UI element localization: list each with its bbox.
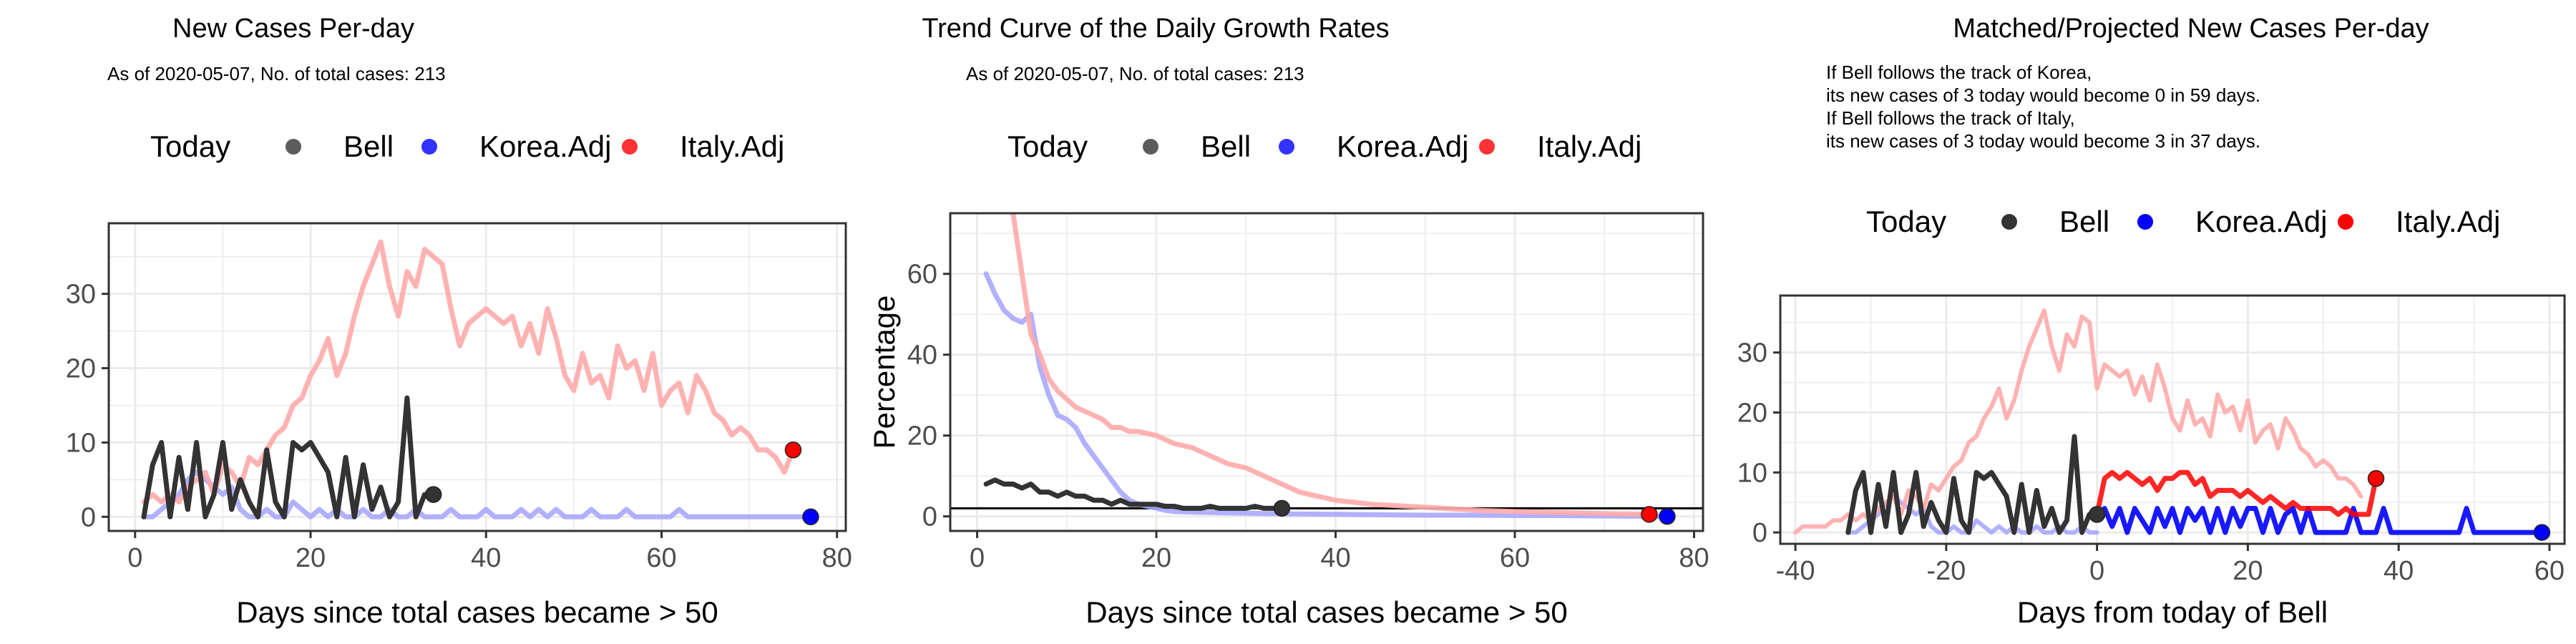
legend-label-korea-adj: Korea.Adj bbox=[1337, 130, 1468, 163]
legend-key-italy-adj bbox=[2338, 214, 2353, 230]
x-tick-label: -40 bbox=[1776, 556, 1815, 586]
chart-title: Trend Curve of the Daily Growth Rates bbox=[922, 14, 1389, 44]
legend-title: Today bbox=[150, 130, 230, 163]
x-tick-label: 0 bbox=[127, 543, 142, 573]
series-line-korea-adj bbox=[983, 271, 1670, 519]
today-point-bell bbox=[2088, 506, 2106, 523]
x-tick-label: 0 bbox=[970, 543, 985, 573]
legend-key-korea-adj bbox=[421, 139, 437, 155]
legend-label-bell: Bell bbox=[1201, 130, 1251, 163]
y-tick-label: 20 bbox=[66, 354, 96, 384]
x-tick-label: 80 bbox=[822, 543, 852, 573]
y-tick-label: 20 bbox=[1737, 398, 1767, 428]
legend: Today Bell Korea.Adj Italy.Adj bbox=[1866, 205, 2500, 238]
x-tick-label: 20 bbox=[2233, 556, 2263, 586]
plot-panel bbox=[950, 213, 1703, 531]
y-axis-label: Percentage bbox=[867, 296, 901, 449]
y-tick-label: 30 bbox=[66, 280, 96, 310]
x-tick-label: 80 bbox=[1679, 543, 1709, 573]
legend-key-bell bbox=[286, 139, 301, 155]
legend-label-italy-adj: Italy.Adj bbox=[1537, 130, 1641, 163]
y-tick-label: 0 bbox=[1752, 518, 1767, 548]
series-line-bell bbox=[1845, 434, 2100, 535]
panel-border bbox=[107, 222, 847, 532]
y-tick-label: 10 bbox=[66, 428, 96, 458]
series-line-bell bbox=[983, 477, 1284, 511]
x-tick-label: 0 bbox=[2089, 556, 2104, 586]
series-line-bell bbox=[141, 395, 436, 519]
x-tick-label: 40 bbox=[2384, 556, 2414, 586]
legend-label-korea-adj: Korea.Adj bbox=[2195, 205, 2327, 238]
chart-subtitle: its new cases of 3 today would become 0 … bbox=[1826, 84, 2260, 106]
y-tick-label: 0 bbox=[81, 502, 96, 532]
legend-label-korea-adj: Korea.Adj bbox=[479, 130, 611, 163]
chart-title: Matched/Projected New Cases Per-day bbox=[1953, 14, 2429, 44]
series-line-italy-adj bbox=[1010, 213, 1652, 517]
series-line-italy-adj bbox=[141, 239, 796, 504]
legend-title: Today bbox=[1008, 130, 1088, 163]
series-line-italy-adj bbox=[2094, 469, 2379, 517]
x-tick-label: 60 bbox=[1500, 543, 1530, 573]
panel-border bbox=[1779, 294, 2566, 545]
today-point-korea-adj bbox=[2533, 524, 2551, 541]
x-axis-label: Days since total cases became > 50 bbox=[1085, 595, 1568, 629]
series-line-korea-adj bbox=[141, 469, 814, 519]
chart-subtitle: As of 2020-05-07, No. of total cases: 21… bbox=[107, 63, 446, 84]
legend: Today Bell Korea.Adj Italy.Adj bbox=[150, 130, 784, 163]
today-point-italy-adj bbox=[1641, 506, 1658, 523]
legend-key-korea-adj bbox=[2137, 214, 2153, 230]
x-axis-label: Days from today of Bell bbox=[2017, 595, 2328, 629]
today-point-bell bbox=[1273, 499, 1291, 517]
legend-title: Today bbox=[1866, 205, 1946, 238]
y-tick-label: 20 bbox=[907, 421, 937, 452]
x-tick-label: 20 bbox=[296, 543, 326, 573]
legend-key-bell bbox=[1143, 139, 1158, 155]
legend-key-bell bbox=[2001, 214, 2017, 230]
plot-area bbox=[950, 213, 1703, 519]
plot-area bbox=[1793, 308, 2545, 535]
legend: Today Bell Korea.Adj Italy.Adj bbox=[1008, 130, 1641, 163]
chart-subtitle: If Bell follows the track of Italy, bbox=[1826, 107, 2075, 129]
legend-label-italy-adj: Italy.Adj bbox=[680, 130, 784, 163]
y-tick-label: 30 bbox=[1737, 338, 1767, 369]
legend-label-italy-adj: Italy.Adj bbox=[2396, 205, 2500, 238]
x-tick-label: 20 bbox=[1141, 543, 1171, 573]
legend-key-italy-adj bbox=[1479, 139, 1495, 155]
matched-projected-chart: Matched/Projected New Cases Per-day If Be… bbox=[1737, 14, 2566, 629]
legend-key-korea-adj bbox=[1279, 139, 1294, 155]
series-line-korea-adj bbox=[2094, 506, 2545, 535]
today-point-italy-adj bbox=[2367, 469, 2385, 487]
legend-label-bell: Bell bbox=[343, 130, 394, 163]
x-axis-label: Days since total cases became > 50 bbox=[236, 595, 718, 629]
today-point-korea-adj bbox=[802, 508, 819, 526]
x-tick-label: 60 bbox=[646, 543, 676, 573]
x-tick-label: 40 bbox=[471, 543, 501, 573]
chart-subtitle: If Bell follows the track of Korea, bbox=[1826, 62, 2092, 83]
today-point-bell bbox=[424, 486, 442, 503]
new-cases-per-day-chart: New Cases Per-day As of 2020-05-07, No. o… bbox=[66, 14, 852, 629]
daily-growth-trend-chart: Trend Curve of the Daily Growth Rates As … bbox=[867, 14, 1709, 629]
y-tick-label: 0 bbox=[922, 502, 937, 532]
plot-area bbox=[141, 239, 814, 519]
y-tick-label: 60 bbox=[907, 260, 937, 290]
today-point-korea-adj bbox=[1659, 507, 1676, 525]
chart-title: New Cases Per-day bbox=[172, 14, 414, 44]
x-tick-label: 40 bbox=[1320, 543, 1350, 573]
today-point-italy-adj bbox=[784, 441, 802, 459]
chart-subtitle: its new cases of 3 today would become 3 … bbox=[1826, 130, 2260, 152]
y-tick-label: 40 bbox=[907, 341, 937, 371]
y-tick-label: 10 bbox=[1737, 458, 1767, 488]
x-tick-label: -20 bbox=[1926, 556, 1966, 586]
chart-subtitle: As of 2020-05-07, No. of total cases: 21… bbox=[966, 63, 1304, 84]
legend-label-bell: Bell bbox=[2059, 205, 2109, 238]
x-tick-label: 60 bbox=[2534, 556, 2565, 586]
panel-border bbox=[949, 212, 1704, 532]
legend-key-italy-adj bbox=[622, 139, 638, 155]
